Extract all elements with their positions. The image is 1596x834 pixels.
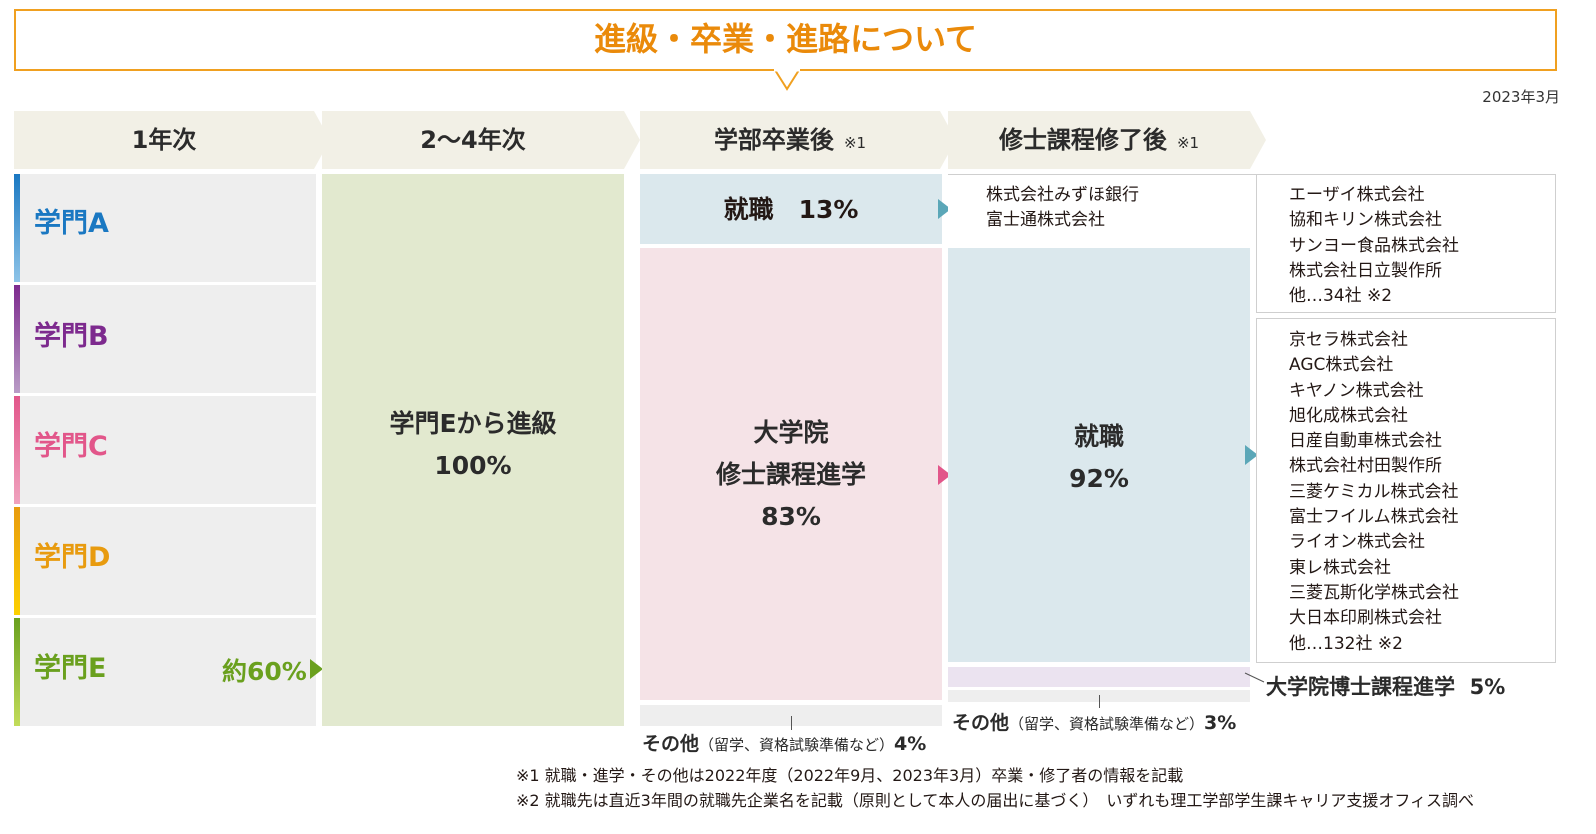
master-companies-box: [1256, 318, 1556, 663]
footnote-2: ※2 就職先は直近3年間の就職先企業名を記載（原則として本人の届出に基づく） い…: [516, 791, 1475, 810]
undergrad-other-main: その他: [642, 733, 700, 755]
dept-bar-b: [14, 285, 20, 393]
company-item: 他…34社 ※2: [1289, 286, 1393, 307]
company-item: 他…132社 ※2: [1289, 633, 1403, 654]
master-other-leader: [1099, 695, 1100, 708]
arrow-right-icon: [1245, 445, 1258, 465]
header-bg-master: [948, 111, 1266, 169]
arrow-right-icon: [310, 659, 323, 679]
undergrad-companies-col1: 株式会社みずほ銀行 富士通株式会社: [986, 183, 1139, 234]
advance-text: 学門Eから進級 100%: [322, 403, 624, 487]
master-doctor-leader: [1244, 672, 1265, 683]
advance-block: [322, 174, 624, 726]
company-item: 京セラ株式会社: [1289, 330, 1408, 350]
dept-bar-e: [14, 618, 20, 726]
master-companies-list: 京セラ株式会社 AGC株式会社 キヤノン株式会社 旭化成株式会社 日産自動車株式…: [1289, 328, 1459, 657]
dept-label-c: 学門C: [34, 431, 108, 462]
dept-e-percent: 約60%: [222, 657, 307, 686]
company-item: 株式会社日立製作所: [1289, 260, 1442, 281]
undergrad-job-label: 就職: [723, 195, 774, 224]
dept-bar-a: [14, 174, 20, 282]
undergrad-other-text: その他（留学、資格試験準備など）4%: [642, 729, 926, 756]
master-job-block: [948, 248, 1250, 662]
dept-label-b: 学門B: [34, 321, 109, 352]
header-bg-undergrad: [640, 111, 956, 169]
undergrad-companies-connector: [948, 174, 1256, 245]
undergrad-grad-line2: 修士課程進学: [715, 460, 866, 489]
undergrad-other-sub: （留学、資格試験準備など）: [699, 736, 895, 754]
advance-percent: 100%: [434, 451, 512, 480]
arrow-right-icon: [938, 465, 951, 485]
master-doctor-percent: 5%: [1469, 675, 1506, 699]
date-label: 2023年3月: [1482, 88, 1560, 106]
dept-row-a: [14, 174, 316, 282]
title-pointer-icon: [774, 69, 800, 91]
header-master-note: ※1: [1176, 134, 1200, 152]
arrow-right-icon: [938, 199, 951, 219]
company-item: 三菱ケミカル株式会社: [1289, 481, 1459, 502]
dept-row-b: [14, 285, 316, 393]
header-undergrad-note: ※1: [843, 134, 867, 152]
master-doctor-text: 大学院博士課程進学 5%: [1266, 671, 1505, 701]
company-item: エーザイ株式会社: [1289, 185, 1425, 205]
company-item: 協和キリン株式会社: [1289, 210, 1442, 231]
company-item: AGC株式会社: [1289, 355, 1394, 376]
undergrad-other-percent: 4%: [894, 733, 927, 755]
master-job-text: 就職 92%: [948, 416, 1250, 500]
master-job-label: 就職: [1073, 422, 1124, 451]
master-other-sub: （留学、資格試験準備など）: [1009, 715, 1205, 733]
header-undergrad: 学部卒業後 ※1: [713, 126, 867, 154]
undergrad-job-block: [640, 174, 942, 244]
master-job-percent: 92%: [1069, 464, 1129, 493]
company-item: 株式会社村田製作所: [1289, 456, 1442, 477]
company-item: 日産自動車株式会社: [1289, 431, 1442, 452]
company-item: 株式会社みずほ銀行: [986, 185, 1139, 205]
dept-label-e: 学門E: [34, 653, 107, 684]
dept-bar-c: [14, 396, 20, 504]
dept-row-e: [14, 618, 316, 726]
company-item: 東レ株式会社: [1289, 557, 1391, 578]
company-item: キヤノン株式会社: [1289, 380, 1424, 401]
header-year1: 1年次: [131, 126, 197, 154]
master-other-main: その他: [952, 712, 1010, 734]
undergrad-grad-percent: 83%: [761, 502, 821, 531]
company-item: 大日本印刷株式会社: [1289, 608, 1442, 629]
undergrad-companies-box-right: [1256, 174, 1556, 313]
dept-row-d: [14, 507, 316, 615]
header-chevrons: [14, 111, 1266, 169]
header-bg-year2-4: [322, 111, 640, 169]
advance-label: 学門Eから進級: [389, 409, 557, 438]
dept-bar-d: [14, 507, 20, 615]
company-item: ライオン株式会社: [1289, 532, 1425, 553]
company-item: サンヨー食品株式会社: [1289, 235, 1459, 256]
undergrad-companies-col2: エーザイ株式会社 協和キリン株式会社 サンヨー食品株式会社 株式会社日立製作所 …: [1289, 183, 1459, 309]
company-item: 旭化成株式会社: [1289, 405, 1408, 426]
master-doctor-label: 大学院博士課程進学: [1266, 675, 1455, 699]
undergrad-grad-line1: 大学院: [753, 418, 829, 447]
company-item: 富士通株式会社: [986, 210, 1105, 231]
undergrad-grad-text: 大学院 修士課程進学 83%: [640, 412, 942, 538]
master-doctor-block: [948, 667, 1250, 687]
header-master: 修士課程修了後 ※1: [998, 126, 1200, 154]
header-year2-4: 2〜4年次: [420, 126, 526, 154]
master-other-percent: 3%: [1204, 712, 1237, 734]
dept-label-a: 学門A: [34, 208, 109, 239]
undergrad-other-leader: [791, 716, 792, 730]
dept-row-c: [14, 396, 316, 504]
dept-label-d: 学門D: [34, 542, 111, 573]
footnote-1: ※1 就職・進学・その他は2022年度（2022年9月、2023年3月）卒業・修…: [516, 766, 1184, 785]
undergrad-job-text: 就職 13%: [640, 190, 942, 226]
undergrad-grad-block: [640, 248, 942, 700]
company-item: 富士フイルム株式会社: [1289, 507, 1459, 528]
header-bg-year1: [14, 111, 330, 169]
undergrad-other-block: [640, 705, 942, 726]
company-item: 三菱瓦斯化学株式会社: [1289, 582, 1459, 603]
master-other-text: その他（留学、資格試験準備など）3%: [952, 708, 1236, 735]
undergrad-job-percent: 13%: [798, 195, 859, 224]
page-title: 進級・卒業・進路について: [593, 20, 978, 58]
